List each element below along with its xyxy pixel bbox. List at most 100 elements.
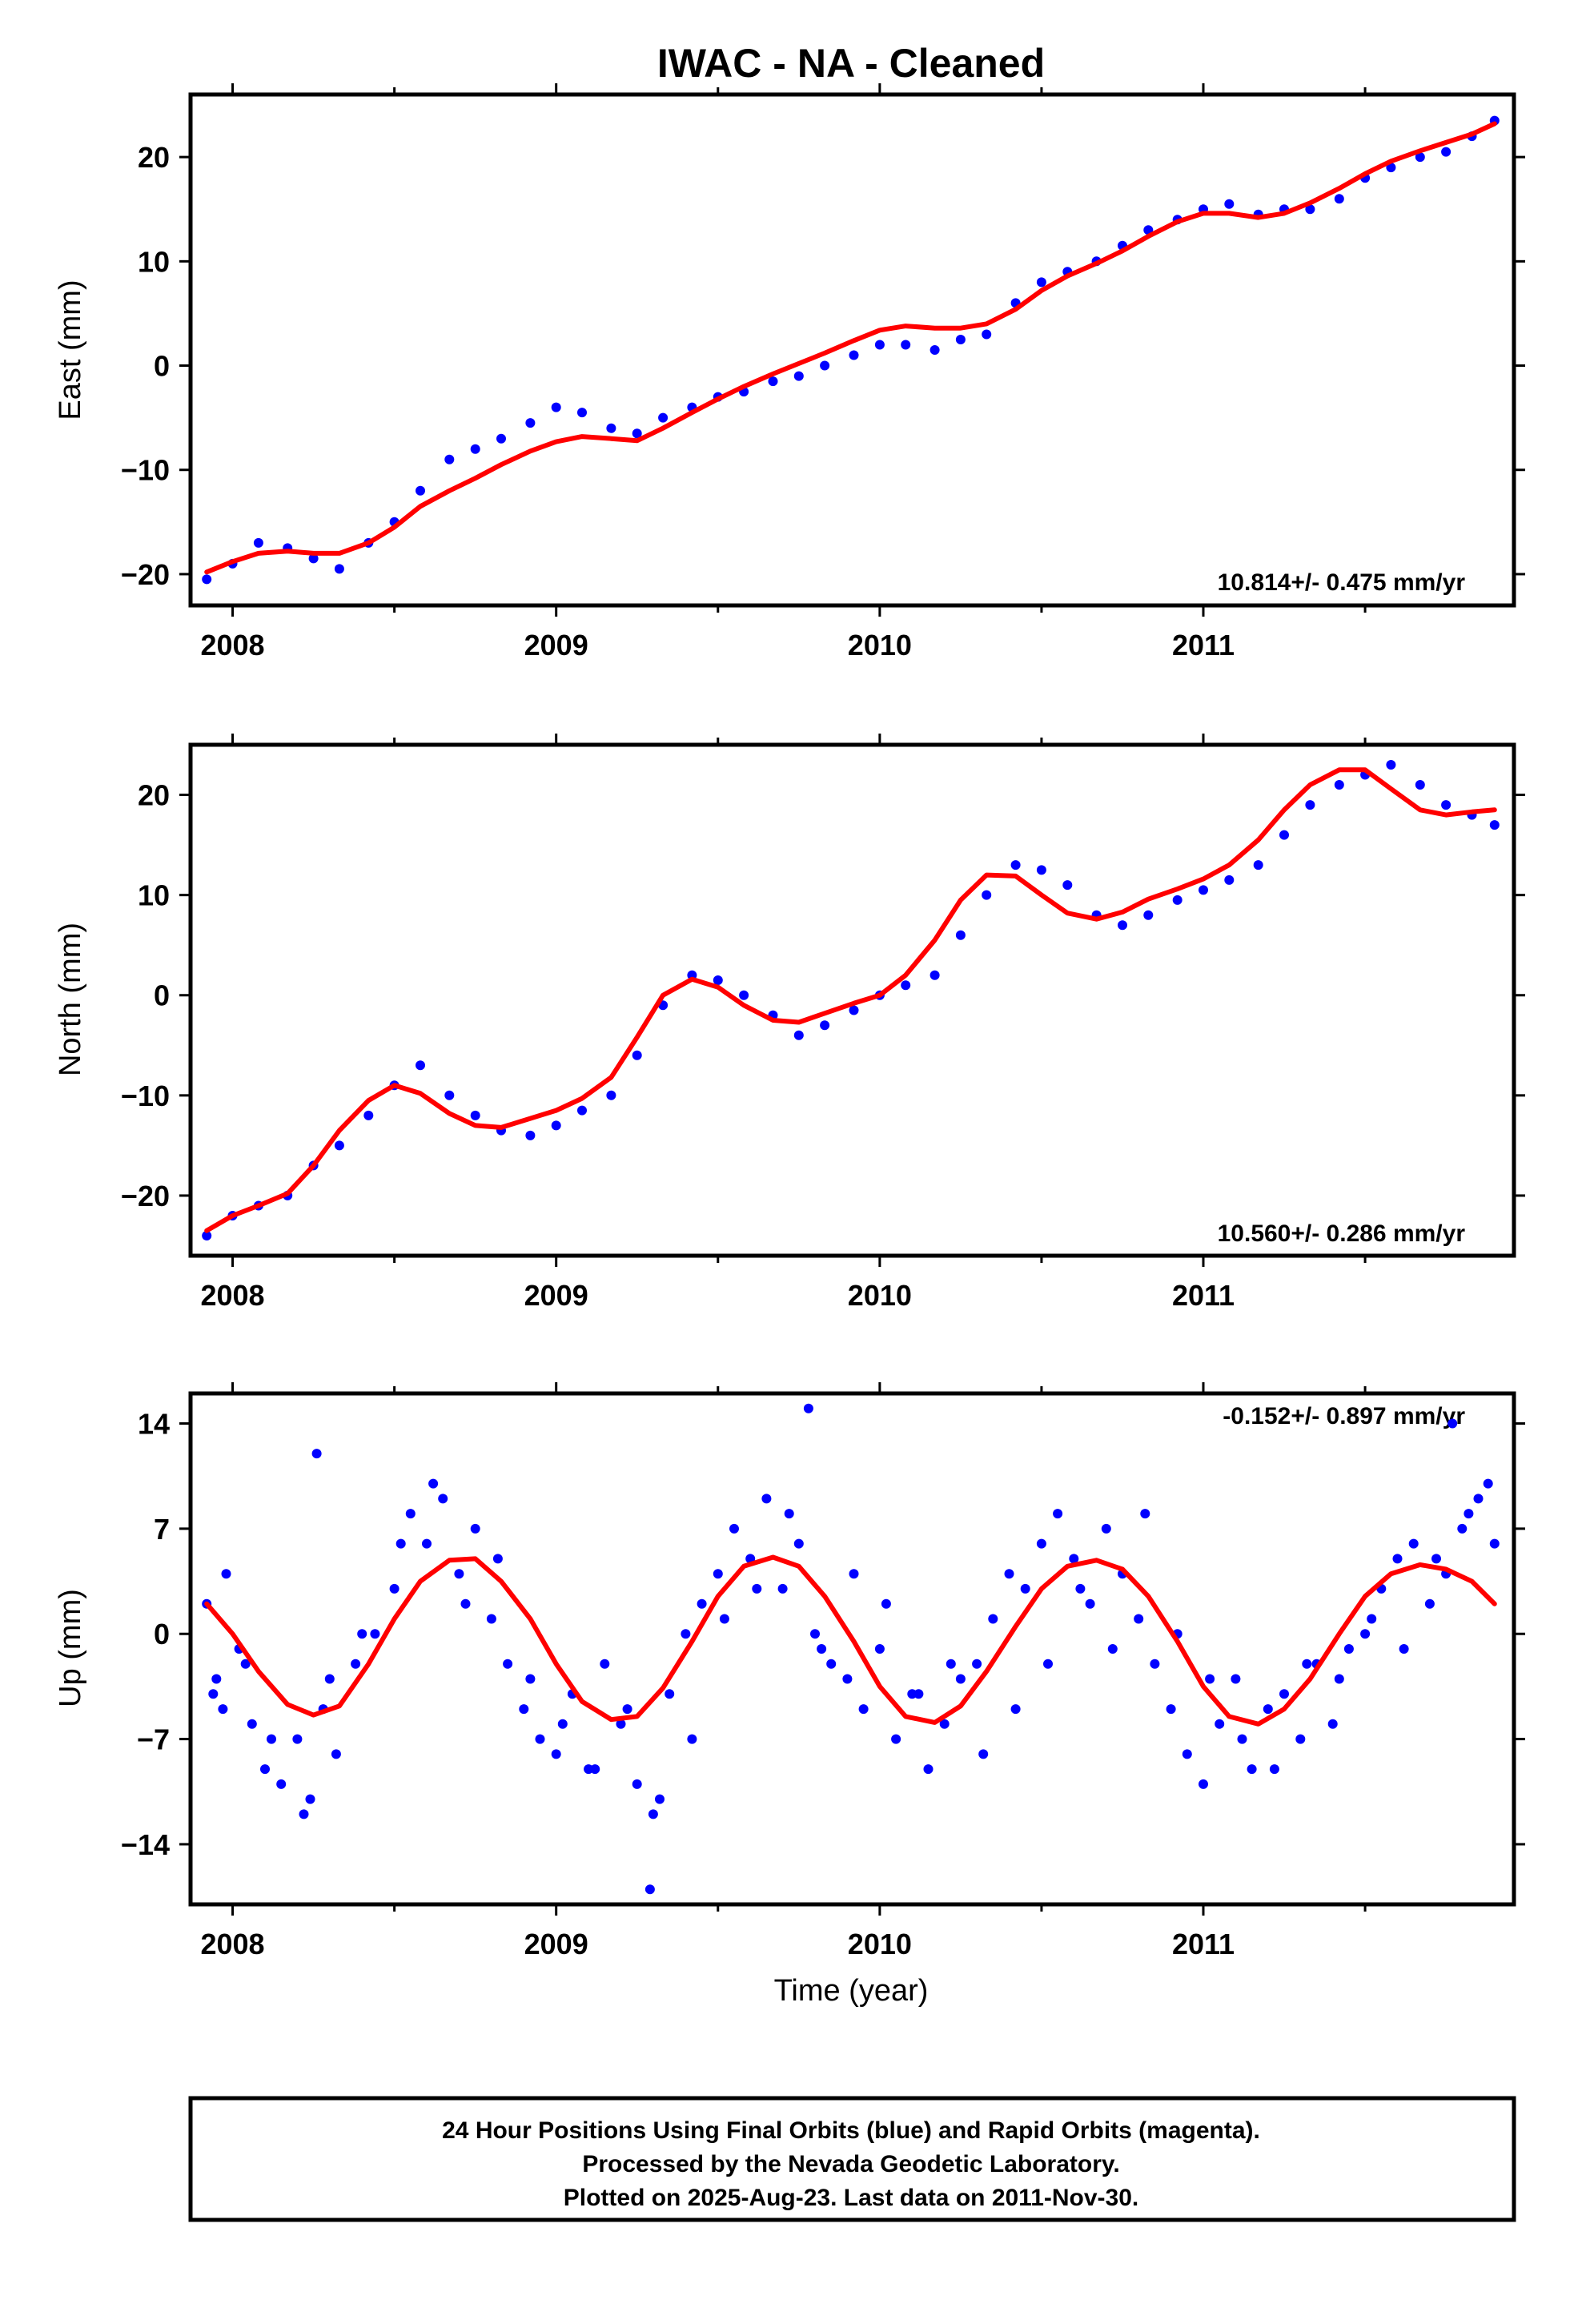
up-data-point xyxy=(211,1674,222,1684)
up-data-point xyxy=(519,1704,529,1715)
up-plot-area xyxy=(202,1403,1500,1895)
up-data-point xyxy=(1043,1659,1053,1669)
up-data-point xyxy=(955,1674,966,1684)
up-data-point xyxy=(389,1583,400,1594)
north-data-point xyxy=(577,1105,587,1116)
east-x-tick-label: 2009 xyxy=(524,629,588,661)
up-data-point xyxy=(972,1659,982,1669)
east-y-axis-label: East (mm) xyxy=(54,279,87,420)
north-data-point xyxy=(1279,830,1289,840)
up-data-point xyxy=(324,1674,335,1684)
north-data-point xyxy=(1010,860,1021,870)
up-data-point xyxy=(1010,1704,1021,1715)
up-data-point xyxy=(874,1644,885,1654)
up-data-point xyxy=(687,1734,697,1744)
up-data-point xyxy=(752,1583,762,1594)
up-data-point xyxy=(793,1538,804,1549)
north-data-point xyxy=(849,1005,859,1015)
up-data-point xyxy=(1085,1598,1095,1609)
up-data-point xyxy=(1263,1704,1273,1715)
up-data-point xyxy=(305,1794,315,1804)
up-data-point xyxy=(842,1674,853,1684)
up-data-point xyxy=(1392,1554,1403,1564)
up-data-point xyxy=(713,1569,723,1579)
up-data-point xyxy=(557,1719,568,1729)
up-data-point xyxy=(1182,1749,1192,1759)
north-data-point xyxy=(416,1060,425,1071)
up-data-point xyxy=(849,1569,859,1579)
north-x-tick-label: 2009 xyxy=(524,1279,588,1312)
up-data-point xyxy=(939,1719,950,1729)
up-x-tick-label: 2008 xyxy=(200,1928,264,1960)
chart-title: IWAC - NA - Cleaned xyxy=(657,41,1045,86)
up-data-point xyxy=(923,1764,934,1775)
north-data-point xyxy=(1199,885,1208,895)
east-data-point xyxy=(496,433,506,444)
up-data-point xyxy=(891,1734,901,1744)
north-data-point xyxy=(363,1110,374,1120)
north-panel: North (mm) 10.560+/- 0.286 mm/yr −20 −10 0… xyxy=(54,734,1525,1312)
up-data-point xyxy=(486,1614,496,1624)
east-data-point xyxy=(1441,147,1452,157)
up-data-point xyxy=(1036,1538,1046,1549)
east-data-point xyxy=(982,329,992,340)
east-data-point xyxy=(955,335,966,344)
east-data-point xyxy=(901,340,911,350)
up-data-point xyxy=(644,1884,655,1895)
up-data-point xyxy=(1408,1538,1419,1549)
up-data-point xyxy=(1473,1494,1484,1504)
footer-box: 24 Hour Positions Using Final Orbits (bl… xyxy=(188,2096,1516,2222)
up-x-tick-label: 2011 xyxy=(1172,1928,1235,1960)
north-data-point xyxy=(820,1020,830,1031)
up-frame xyxy=(188,1391,1516,1907)
up-data-point xyxy=(600,1659,610,1669)
up-data-point xyxy=(470,1523,480,1534)
north-data-point xyxy=(334,1140,344,1151)
up-y-tick-label: −14 xyxy=(121,1828,170,1861)
up-data-point xyxy=(218,1704,228,1715)
up-y-tick-label: 0 xyxy=(154,1618,170,1651)
up-data-point xyxy=(1140,1509,1150,1519)
north-data-point xyxy=(202,1231,212,1240)
up-data-point xyxy=(681,1629,691,1639)
up-data-point xyxy=(913,1689,924,1699)
up-data-point xyxy=(729,1523,739,1534)
east-fit-line xyxy=(204,121,1497,575)
up-data-point xyxy=(648,1809,658,1819)
east-panel: East (mm) 10.814+/- 0.475 mm/yr −20 −10 0 1… xyxy=(54,83,1525,661)
up-data-point xyxy=(1431,1554,1441,1564)
up-data-point xyxy=(1424,1598,1435,1609)
north-y-tick-label: 10 xyxy=(138,879,170,912)
east-data-point xyxy=(202,574,212,585)
up-data-point xyxy=(1447,1418,1458,1429)
up-data-point xyxy=(761,1494,772,1504)
up-data-point xyxy=(1464,1509,1474,1519)
east-data-point xyxy=(525,418,536,428)
east-x-tick-label: 2010 xyxy=(848,629,912,661)
east-data-point xyxy=(1305,204,1315,215)
up-data-point xyxy=(1295,1734,1306,1744)
north-data-point xyxy=(901,980,911,991)
up-data-point xyxy=(1483,1478,1493,1489)
up-data-point xyxy=(1237,1734,1247,1744)
north-data-point xyxy=(1036,865,1046,875)
east-plot-area xyxy=(202,115,1500,585)
up-y-tick-label: 14 xyxy=(138,1408,170,1441)
up-data-point xyxy=(1107,1644,1118,1654)
up-data-point xyxy=(299,1809,309,1819)
east-data-point xyxy=(768,376,778,387)
east-data-point xyxy=(470,444,480,454)
up-data-point xyxy=(881,1598,891,1609)
east-data-point xyxy=(444,454,455,464)
up-data-point xyxy=(1053,1509,1063,1519)
north-data-point xyxy=(739,990,749,1000)
east-y-tick-label: 10 xyxy=(138,245,170,278)
up-rate-label: -0.152+/- 0.897 mm/yr xyxy=(1223,1403,1465,1429)
east-y-tick-label: 0 xyxy=(154,350,170,383)
up-x-tick-label: 2010 xyxy=(848,1928,912,1960)
up-data-point xyxy=(428,1478,439,1489)
east-data-point xyxy=(577,408,587,418)
north-data-point xyxy=(525,1130,536,1140)
up-data-point xyxy=(525,1674,536,1684)
up-data-point xyxy=(405,1509,416,1519)
